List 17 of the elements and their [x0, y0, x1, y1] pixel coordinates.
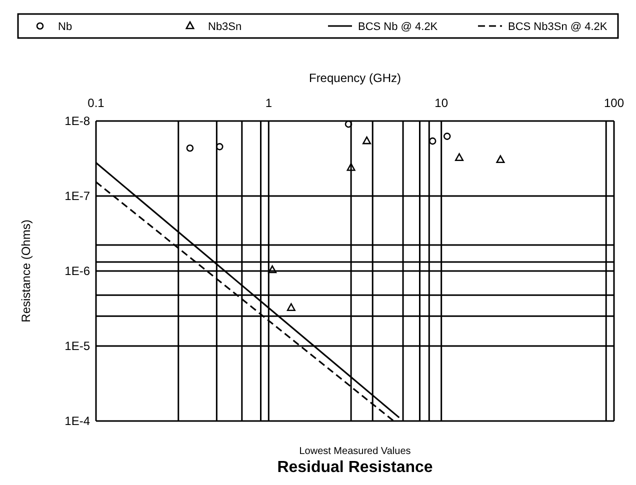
text: Lowest Measured Values — [299, 446, 411, 457]
y-tick-label: 1E-6 — [64, 264, 90, 278]
x-tick-label: 100 — [604, 96, 624, 110]
legend-label: Nb — [58, 21, 72, 33]
y-tick-label: 1E-8 — [64, 114, 90, 128]
y-tick-label: 1E-4 — [64, 414, 90, 428]
x-tick-label: 1 — [265, 96, 272, 110]
legend-label: BCS Nb3Sn @ 4.2K — [508, 21, 608, 33]
y-tick-label: 1E-5 — [64, 339, 90, 353]
y-tick-label: 1E-7 — [64, 189, 90, 203]
text: Residual Resistance — [277, 459, 433, 476]
legend-label: Nb3Sn — [208, 21, 242, 33]
x-tick-label: 0.1 — [88, 96, 105, 110]
x-axis-title: Frequency (GHz) — [308, 71, 402, 85]
x-tick-label: 10 — [434, 96, 448, 110]
y-axis-title: Resistance (Ohms) — [19, 220, 33, 322]
legend-label: BCS Nb @ 4.2K — [358, 21, 438, 33]
